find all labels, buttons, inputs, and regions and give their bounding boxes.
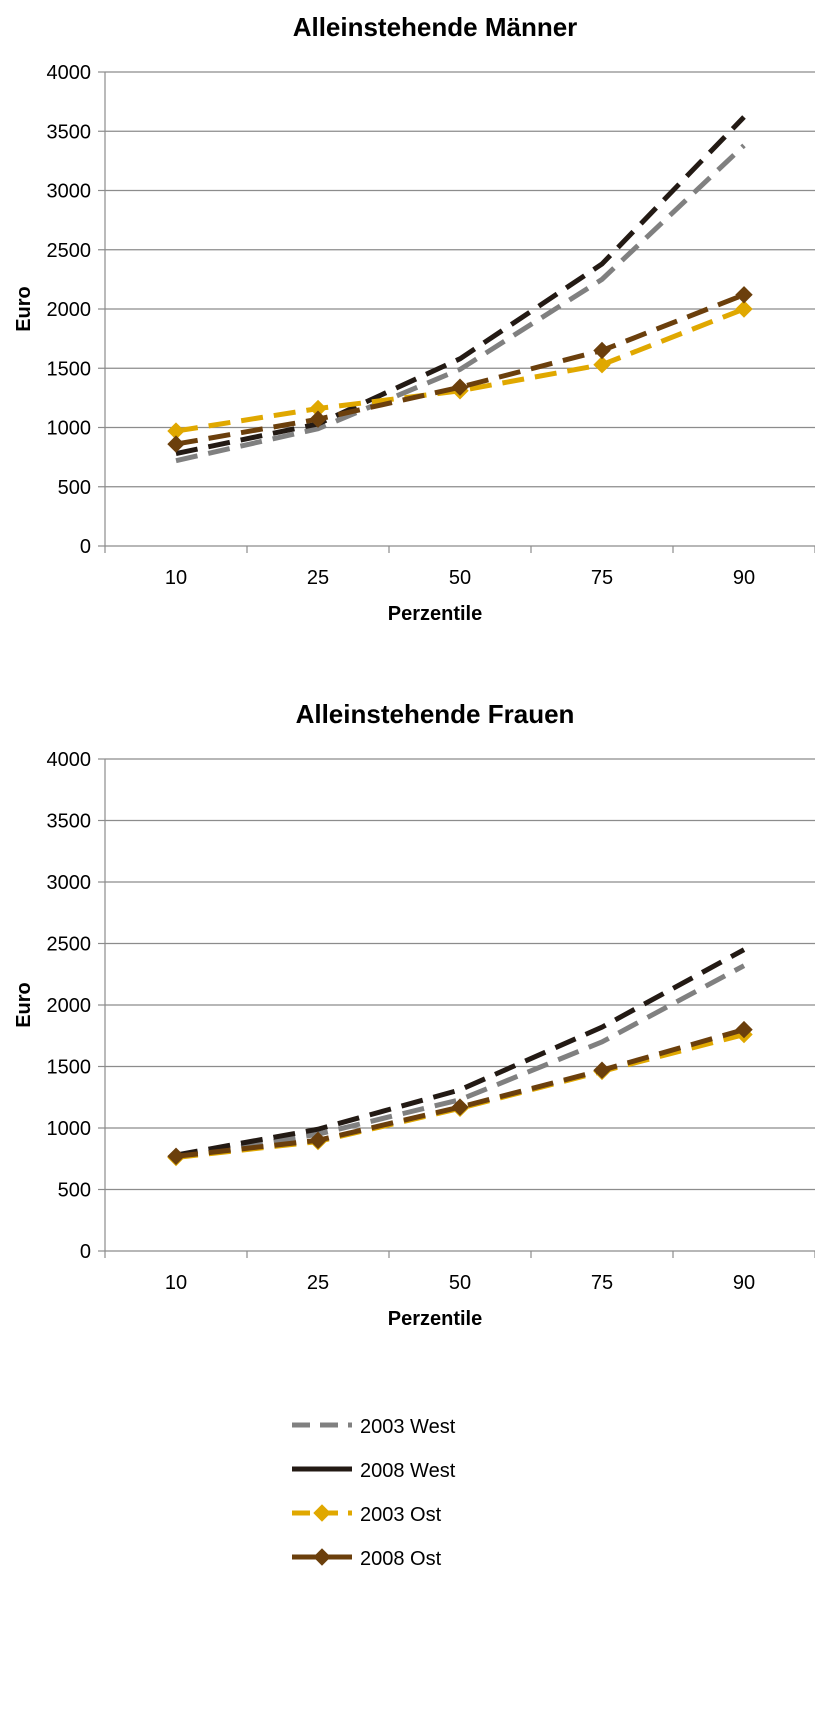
legend-label: 2003 West [360, 1416, 456, 1438]
series-2008-west [175, 947, 746, 1158]
y-tick-label: 2500 [47, 934, 92, 956]
y-tick-label: 2000 [47, 995, 92, 1017]
y-tick-label: 3000 [47, 872, 92, 894]
y-tick-label: 2500 [47, 240, 92, 262]
legend-entry: 2008 Ost [292, 1548, 442, 1570]
data-point [451, 378, 469, 396]
chart-title: Alleinstehende Frauen [296, 699, 575, 729]
x-tick-label: 90 [733, 1272, 755, 1294]
series-line [175, 115, 746, 457]
series-2003-west [175, 143, 746, 464]
y-tick-label: 4000 [47, 62, 92, 84]
chart-panel-2: Alleinstehende Frauen 0 500 1000 1500 2000 250… [13, 699, 815, 1330]
x-tick-label: 50 [449, 567, 471, 589]
data-point [593, 1061, 611, 1079]
legend-marker [313, 1548, 331, 1566]
y-tick-label: 3000 [47, 181, 92, 203]
y-tick-label: 1000 [47, 418, 92, 440]
series-2008-ost [167, 1020, 753, 1165]
x-tick-label: 10 [165, 1272, 187, 1294]
data-point [735, 300, 753, 318]
data-point [593, 341, 611, 360]
chart-panel-1: Alleinstehende Männer 0 500 1000 1500 2000 250… [13, 12, 815, 625]
y-tick-label: 3500 [47, 811, 92, 833]
y-tick-label: 2000 [47, 299, 92, 321]
y-tick-label: 0 [80, 536, 91, 558]
x-tick-label: 75 [591, 567, 613, 589]
series-line [175, 306, 745, 434]
y-tick-label: 3500 [47, 121, 92, 143]
x-tick-label: 10 [165, 567, 187, 589]
series-line [175, 143, 746, 464]
y-tick-label: 500 [58, 1180, 91, 1202]
legend-label: 2008 West [360, 1460, 456, 1482]
series-2008-ost [167, 286, 753, 453]
series-line [175, 963, 746, 1160]
series-2003-west [175, 963, 746, 1160]
x-tick-label: 90 [733, 567, 755, 589]
chart-title: Alleinstehende Männer [293, 12, 578, 42]
y-axis-label: Euro [13, 286, 35, 332]
data-point [167, 435, 185, 453]
data-point [309, 1131, 327, 1150]
x-axis-label: Perzentile [388, 603, 482, 625]
legend-marker [313, 1504, 331, 1522]
y-tick-label: 500 [58, 477, 91, 499]
x-axis-label: Perzentile [388, 1308, 482, 1330]
data-point [167, 1147, 185, 1165]
data-point [735, 286, 753, 304]
legend: 2003 West 2008 West 2003 Ost 2008 Ost [292, 1416, 456, 1570]
y-axis-label: Euro [13, 982, 35, 1028]
series-line [175, 947, 746, 1158]
data-point [735, 1020, 753, 1039]
data-point [309, 410, 327, 428]
x-tick-label: 25 [307, 567, 329, 589]
y-tick-label: 1500 [47, 358, 92, 380]
y-tick-label: 1000 [47, 1118, 92, 1140]
x-tick-label: 50 [449, 1272, 471, 1294]
y-tick-label: 0 [80, 1241, 91, 1263]
legend-label: 2008 Ost [360, 1548, 442, 1570]
legend-entry: 2003 West [292, 1416, 456, 1438]
x-tick-label: 75 [591, 1272, 613, 1294]
legend-entry: 2003 Ost [292, 1504, 442, 1526]
y-tick-label: 1500 [47, 1057, 92, 1079]
data-point [593, 355, 611, 374]
legend-label: 2003 Ost [360, 1504, 442, 1526]
y-tick-label: 4000 [47, 749, 92, 771]
series-2008-west [175, 115, 746, 457]
data-point [451, 1098, 469, 1116]
legend-entry: 2008 West [292, 1460, 456, 1482]
x-tick-label: 25 [307, 1272, 329, 1294]
